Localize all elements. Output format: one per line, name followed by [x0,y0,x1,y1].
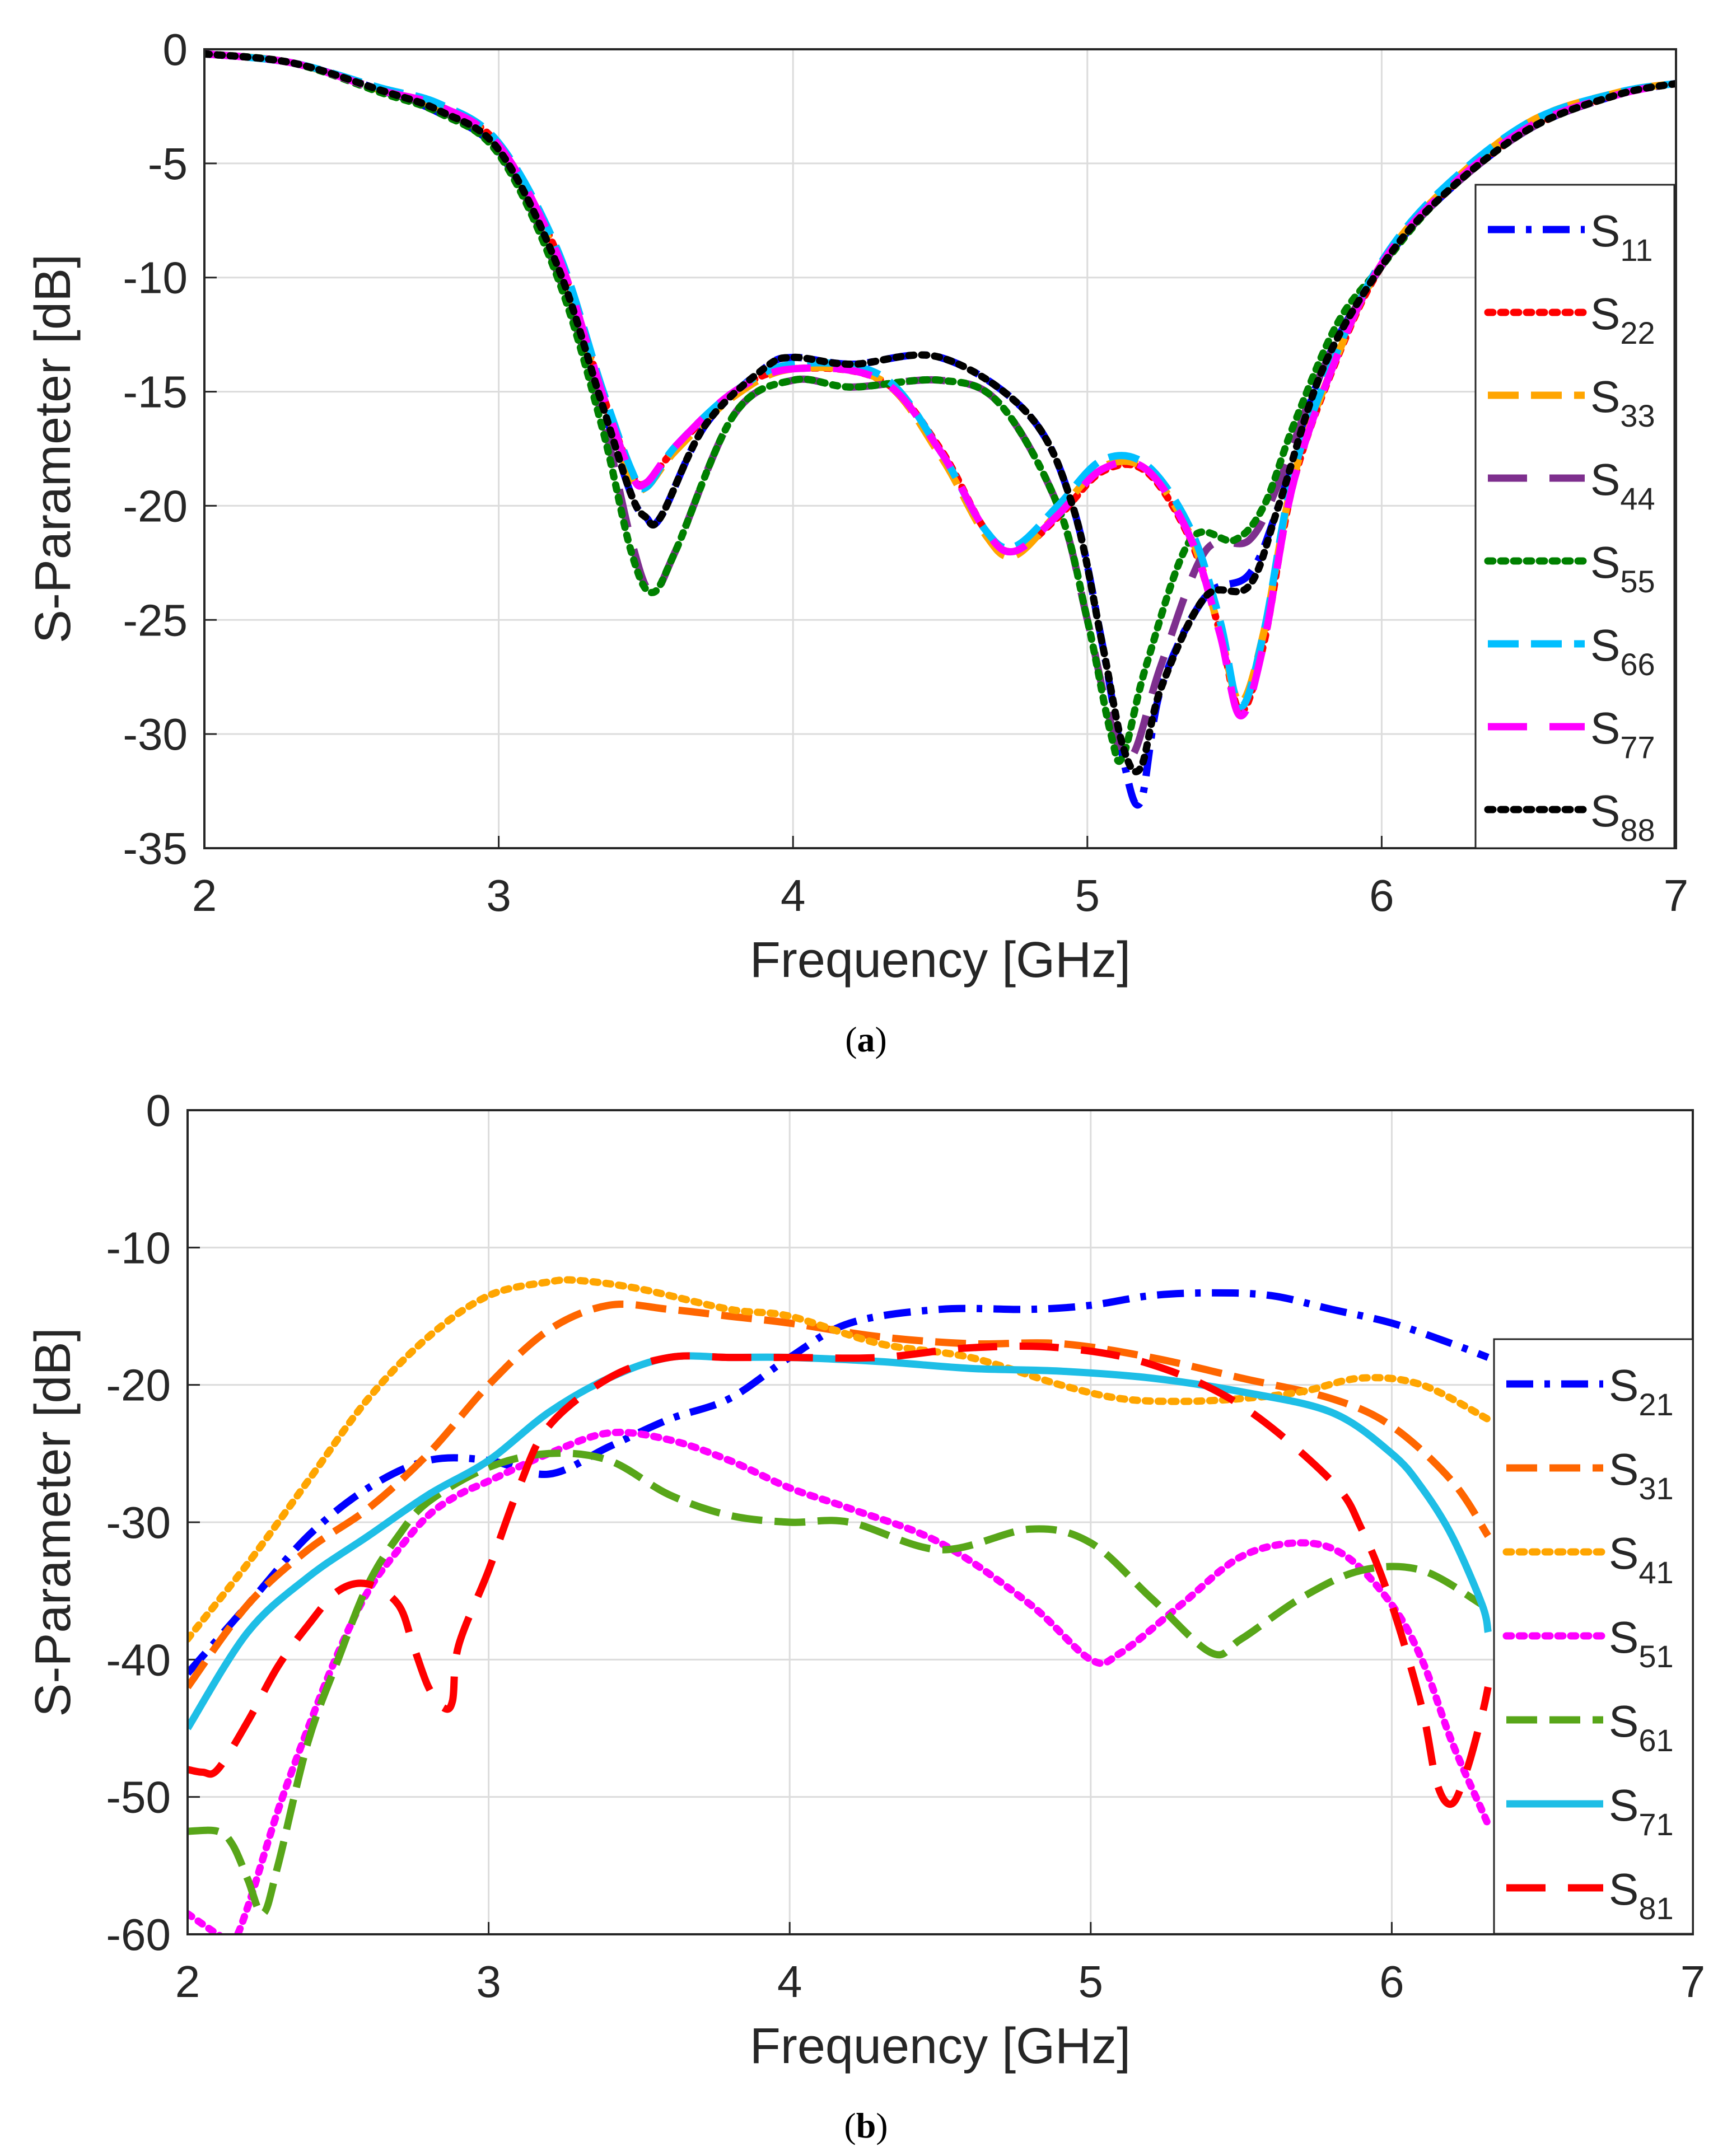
legend-label-s81: S81 [1609,1864,1674,1926]
legend-label-s21: S21 [1609,1360,1674,1422]
y-tick-label: -60 [106,1910,171,1959]
chart-panel-a: 2 3 4 5 6 7 0 -5 -10 -15 -20 -25 -30 -35 Frequency [GH… [25,25,1688,988]
x-tick-label: 5 [1075,871,1100,920]
y-tick-label: 0 [163,25,188,74]
y-tick-label: -15 [123,367,188,417]
y-tick-label: -30 [123,709,188,759]
y-tick-label: -10 [123,253,188,303]
x-tick-label: 7 [1680,1957,1706,2007]
y-tick-label: -20 [123,481,188,531]
caption-a-label: a [857,1019,875,1059]
series-line-s21 [188,1289,1490,1676]
legend-label-s11: S11 [1590,206,1653,268]
x-tick-label: 3 [486,871,511,920]
axes-box [203,48,1677,849]
series-group [204,50,1676,809]
x-tick-label: 6 [1369,871,1394,920]
y-tick-label: 0 [146,1086,171,1135]
x-tick-label: 3 [476,1957,501,2007]
y-tick-label: -5 [148,139,188,189]
legend-label-s77: S77 [1590,703,1655,765]
series-line-s77 [204,50,1676,719]
x-tick-label: 6 [1379,1957,1404,2007]
legend: S11 S22 S33 S44 S55 S66 S77 S88 [1474,184,1675,849]
series-line-s71 [188,1352,1492,1731]
y-axis-label: S-Parameter [dB] [25,1327,81,1717]
legend-label-s51: S51 [1609,1612,1674,1674]
y-tick-label: -40 [106,1635,171,1685]
legend-label-s61: S61 [1609,1696,1674,1758]
legend-label-s33: S33 [1590,372,1655,433]
legend-label-s66: S66 [1590,620,1655,682]
x-axis-label: Frequency [GHz] [750,932,1131,988]
legend-label-s44: S44 [1590,455,1655,516]
y-tick-label: -20 [106,1360,171,1410]
y-tick-label: -25 [123,595,188,645]
caption-a: (a) [845,1019,887,1059]
series-group [188,1276,1492,1934]
series-line-s61 [188,1449,1484,1918]
caption-b: (b) [844,2106,888,2145]
x-tick-label: 5 [1079,1957,1104,2007]
legend-label-s41: S41 [1609,1528,1674,1590]
series-line-s81 [188,1342,1492,1808]
legend-label-s22: S22 [1590,289,1655,350]
x-tick-label: 2 [175,1957,200,2007]
y-tick-label: -30 [106,1498,171,1547]
legend-label-s31: S31 [1609,1444,1674,1506]
caption-b-label: b [856,2106,876,2145]
x-tick-label: 4 [777,1957,802,2007]
x-tick-label: 4 [781,871,806,920]
legend-label-s88: S88 [1590,786,1655,848]
x-tick-label: 2 [192,871,217,920]
series-line-s55 [204,50,1676,765]
legend: S21 S31 S41 S51 S61 S71 S81 [1493,1338,1694,1935]
legend-label-s55: S55 [1590,537,1655,599]
series-line-s88 [204,50,1676,775]
y-axis-label: S-Parameter [dB] [25,254,81,643]
y-tick-label: -50 [106,1772,171,1822]
legend-label-s71: S71 [1609,1780,1674,1842]
y-tick-label: -10 [106,1223,171,1273]
x-axis-label: Frequency [GHz] [750,2018,1131,2074]
x-tick-label: 7 [1664,871,1689,920]
legend-box [1474,184,1675,849]
y-tick-label: -35 [123,824,188,873]
chart-panel-b: 2 3 4 5 6 7 0 -10 -20 -30 -40 -50 -60 Frequency [GHz]… [25,1086,1705,2074]
